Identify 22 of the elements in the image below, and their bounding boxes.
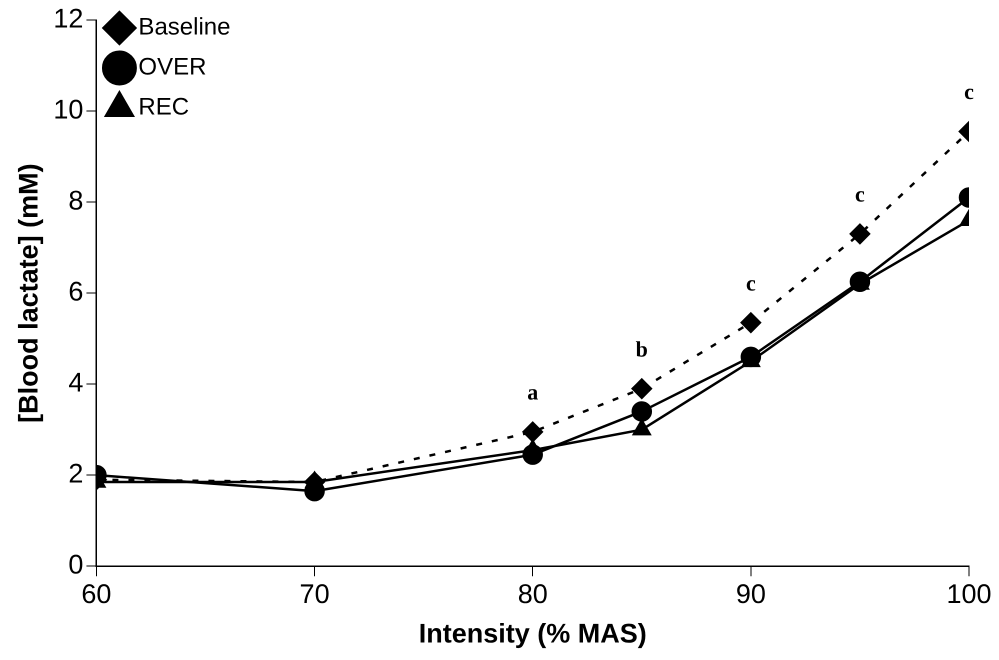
y-tick-label: 8 [68,186,84,216]
x-tick-label: 100 [946,578,992,609]
y-axis-title: [Blood lactate] (mM) [14,163,44,423]
x-tick-label: 60 [81,578,112,609]
y-tick-label: 12 [53,3,84,34]
x-tick-label: 90 [736,578,766,609]
y-tick-label: 0 [68,550,84,580]
annotation: c [855,182,866,207]
y-tick-label: 6 [68,276,84,307]
legend-label: Baseline [138,14,230,41]
x-tick-label: 70 [300,578,330,609]
y-tick-label: 2 [68,458,84,489]
x-axis-title: Intensity (% MAS) [418,618,647,648]
y-tick-label: 10 [53,94,84,124]
annotation: a [527,380,538,405]
annotation: b [636,336,648,362]
annotation: c [964,79,974,104]
legend-label: OVER [138,54,206,81]
legend-label: REC [138,94,190,121]
annotation: c [746,270,756,296]
x-tick-label: 80 [518,578,548,609]
y-tick-label: 4 [68,368,84,398]
